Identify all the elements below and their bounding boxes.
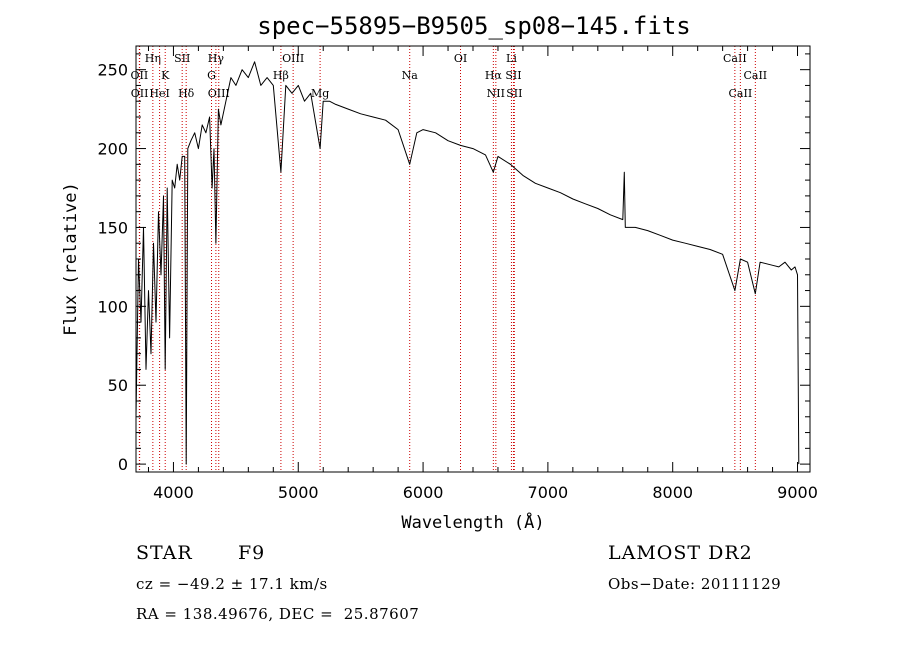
object-subclass: F9 [238, 542, 266, 564]
marker-label: Hα [485, 69, 503, 82]
marker-label: SII [506, 87, 522, 100]
marker-label: Na [402, 69, 419, 82]
marker-label: OI [454, 52, 467, 65]
marker-label: Hγ [208, 52, 225, 65]
y-axis: 0 50 100 150 200 250 [97, 53, 810, 474]
marker-label: CaII [723, 52, 747, 65]
x-tick-label: 5000 [278, 483, 319, 502]
x-tick-label: 4000 [153, 483, 194, 502]
marker-label: OIII [208, 87, 230, 100]
marker-label: NII [487, 87, 505, 100]
chart-title: spec−55895−B9505_sp08−145.fits [257, 12, 690, 40]
y-tick-label: 0 [118, 455, 128, 474]
marker-label: Li [506, 52, 517, 65]
x-axis-label: Wavelength (Å) [401, 511, 544, 533]
marker-label: SII [505, 69, 521, 82]
marker-label: G [207, 69, 216, 82]
x-tick-label: 9000 [777, 483, 818, 502]
marker-label: OIII [282, 52, 304, 65]
marker-label: SII [174, 52, 190, 65]
coordinates-text: RA = 138.49676, DEC = 25.87607 [136, 605, 420, 623]
marker-label: CaII [743, 69, 767, 82]
object-class: STAR [136, 542, 193, 564]
y-tick-label: 150 [97, 218, 128, 237]
marker-label: Hβ [273, 69, 289, 82]
x-tick-label: 7000 [528, 483, 569, 502]
y-tick-label: 250 [97, 61, 128, 80]
marker-label: OII [131, 87, 149, 100]
flux-series [135, 61, 800, 465]
marker-label: OII [131, 69, 149, 82]
spectral-line-markers: OII OII HηK HeI SII Hδ Hγ G OIII OIII Hβ Mg Na OI LiHα… [131, 46, 767, 472]
marker-label: Mg [311, 87, 329, 100]
x-tick-label: 6000 [403, 483, 444, 502]
y-tick-label: 100 [97, 297, 128, 316]
y-tick-label: 50 [108, 376, 128, 395]
marker-label: Hδ [178, 87, 195, 100]
y-tick-label: 200 [97, 140, 128, 159]
redshift-text: cz = −49.2 ± 17.1 km/s [136, 575, 328, 593]
plot-frame [135, 45, 811, 473]
x-axis: 4000 5000 6000 7000 8000 9000 [147, 46, 818, 502]
x-tick-label: 8000 [652, 483, 693, 502]
y-axis-label: Flux (relative) [61, 182, 81, 336]
obs-date-text: Obs−Date: 20111129 [608, 575, 782, 593]
marker-label: CaII [729, 87, 753, 100]
marker-label: HeI [149, 87, 169, 100]
survey-name: LAMOST DR2 [608, 542, 753, 564]
marker-label: Hη [145, 52, 161, 65]
flux-line [135, 61, 800, 465]
marker-label: K [161, 69, 170, 82]
